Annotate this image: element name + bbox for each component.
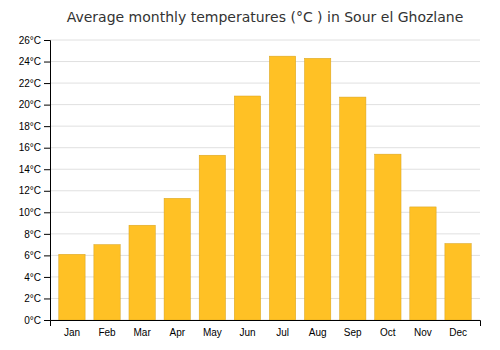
y-tick: 0°C [24, 315, 50, 326]
tick-label: Mar [134, 327, 152, 338]
tick-label: Jan [64, 327, 80, 338]
y-tick: 18°C [19, 121, 50, 132]
tick-mark [44, 148, 50, 149]
bar [410, 207, 436, 320]
y-tick: 12°C [19, 185, 50, 196]
y-tick: 6°C [24, 250, 50, 261]
y-tick: 20°C [19, 99, 50, 110]
tick-mark [44, 277, 50, 278]
y-tick: 8°C [24, 229, 50, 240]
grid [50, 40, 480, 320]
y-tick: 16°C [19, 142, 50, 153]
tick-label: 2°C [24, 293, 41, 304]
chart-container: 0°C 2°C 4°C 6°C 8°C 10°C 12°C 14°C 16°C 18°C 20°C 2… [0, 0, 500, 350]
x-tick: Oct [380, 327, 396, 338]
bar [94, 245, 120, 320]
tick-label: Jul [276, 327, 289, 338]
tick-mark [44, 212, 50, 213]
tick-label: Feb [98, 327, 116, 338]
tick-label: 4°C [24, 272, 41, 283]
x-tick: Sep [344, 327, 362, 338]
x-tick: Aug [309, 327, 327, 338]
bar [164, 198, 190, 320]
x-axis: Jan Feb Mar Apr May Jun Jul Aug Sep Oct Nov Dec [51, 321, 481, 339]
tick-label: 22°C [19, 78, 41, 89]
tick-label: 8°C [24, 229, 41, 240]
bars [59, 56, 471, 320]
tick-mark [44, 320, 50, 321]
tick-mark [44, 234, 50, 235]
axis-line [51, 321, 481, 327]
tick-mark [44, 83, 50, 84]
bar [234, 96, 260, 320]
tick-label: Jun [239, 327, 255, 338]
bar [375, 154, 401, 320]
x-tick: Jul [276, 327, 289, 338]
tick-label: 6°C [24, 250, 41, 261]
grid-line [50, 147, 480, 148]
tick-label: 12°C [19, 185, 41, 196]
bar [269, 56, 295, 320]
x-tick: Feb [98, 327, 116, 338]
title: Average monthly temperatures (°C ) in So… [67, 9, 464, 25]
tick-mark [44, 255, 50, 256]
grid-line [50, 40, 480, 41]
tick-label: May [203, 327, 222, 338]
x-tick: Dec [449, 327, 467, 338]
grid-line [50, 104, 480, 105]
bar [304, 58, 330, 320]
tick-label: 18°C [19, 121, 41, 132]
x-tick: May [203, 327, 222, 338]
grid-line [50, 169, 480, 170]
tick-label: 10°C [19, 207, 41, 218]
x-tick: Mar [134, 327, 152, 338]
grid-line [50, 126, 480, 127]
grid-line [50, 83, 480, 84]
bar [445, 244, 471, 320]
tick-label: Oct [380, 327, 396, 338]
axis-line [44, 41, 51, 321]
tick-mark [44, 169, 50, 170]
tick-label: Aug [309, 327, 327, 338]
x-tick: Jun [239, 327, 255, 338]
tick-mark [44, 40, 50, 41]
chart-svg: 0°C 2°C 4°C 6°C 8°C 10°C 12°C 14°C 16°C 18°C 20°C 2… [0, 0, 500, 350]
y-tick: 4°C [24, 272, 50, 283]
tick-label: 16°C [19, 142, 41, 153]
y-tick: 14°C [19, 164, 50, 175]
tick-mark [44, 126, 50, 127]
tick-label: Dec [449, 327, 467, 338]
x-tick: Apr [169, 327, 185, 338]
y-tick: 22°C [19, 78, 50, 89]
x-tick: Jan [64, 327, 80, 338]
y-axis: 0°C 2°C 4°C 6°C 8°C 10°C 12°C 14°C 16°C 18°C 20°C 2… [19, 35, 51, 326]
y-tick: 26°C [19, 35, 50, 46]
tick-mark [44, 298, 50, 299]
tick-label: 20°C [19, 99, 41, 110]
bar [199, 155, 225, 320]
tick-mark [44, 105, 50, 106]
tick-label: 26°C [19, 35, 41, 46]
tick-mark [44, 62, 50, 63]
tick-label: 14°C [19, 164, 41, 175]
y-tick: 2°C [24, 293, 50, 304]
tick-label: Nov [414, 327, 432, 338]
tick-mark [44, 191, 50, 192]
y-tick: 24°C [19, 56, 50, 67]
y-tick: 10°C [19, 207, 50, 218]
grid-line [50, 190, 480, 191]
tick-label: Sep [344, 327, 362, 338]
tick-label: 24°C [19, 56, 41, 67]
bar [340, 97, 366, 320]
grid-line [50, 61, 480, 62]
tick-label: 0°C [24, 315, 41, 326]
bar [129, 225, 155, 320]
bar [59, 254, 85, 320]
x-tick: Nov [414, 327, 432, 338]
tick-label: Apr [169, 327, 185, 338]
